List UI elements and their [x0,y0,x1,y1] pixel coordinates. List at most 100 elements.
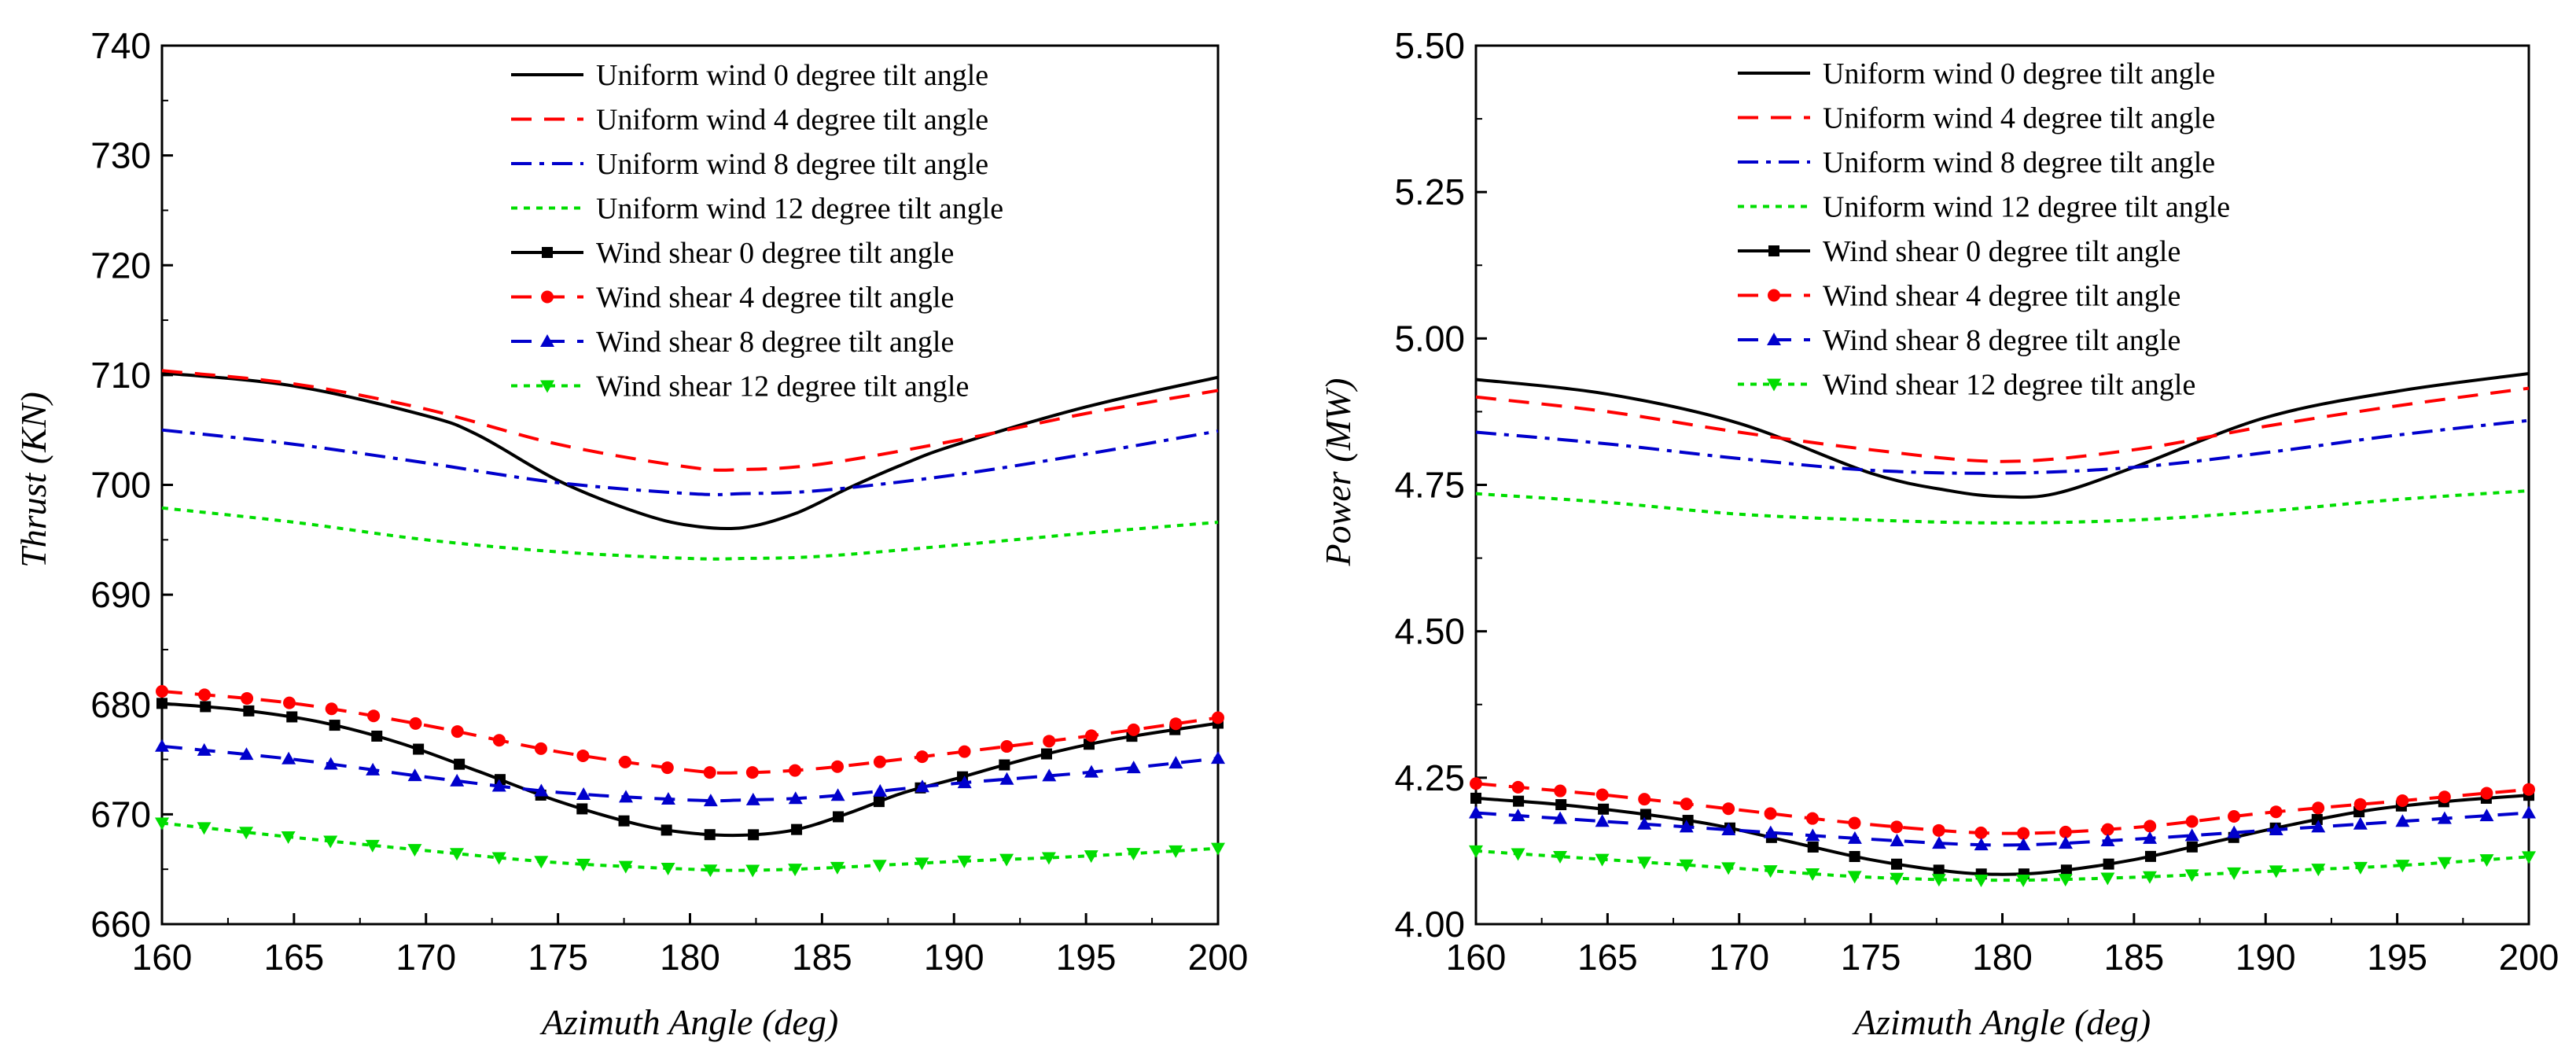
legend-label: Wind shear 4 degree tilt angle [596,282,954,315]
series-marker [661,863,675,876]
legend-label: Uniform wind 0 degree tilt angle [1823,57,2215,90]
series-marker [2312,801,2325,815]
series-marker [1084,729,1098,742]
series-marker [156,684,168,698]
series-marker [873,755,886,768]
y-tick-label: 680 [90,684,151,725]
y-tick-label: 660 [90,904,151,945]
series-marker [873,783,888,797]
series-line [1475,488,2530,525]
y-tick-label: 700 [90,465,151,506]
series-marker [1932,836,1947,849]
series-marker [155,817,169,831]
legend-item: Wind shear 0 degree tilt angle [511,237,954,270]
series-marker [1212,711,1224,724]
legend-label: Uniform wind 12 degree tilt angle [1823,191,2230,224]
series-marker [745,766,759,779]
series-uniform-wind-4-degree-tilt-angle [161,369,1219,472]
legend-marker [1768,289,1780,302]
series-marker [413,743,425,755]
series-wind-shear-4-degree-tilt-angle [1470,777,2535,840]
series-marker [999,772,1014,785]
legend-item: Uniform wind 8 degree tilt angle [1738,146,2215,179]
series-marker [1469,805,1483,819]
series-marker [2523,783,2535,796]
x-tick-label: 175 [1841,937,1901,978]
y-tick-label: 5.00 [1394,318,1465,359]
series-marker [2522,851,2536,864]
series-marker [329,720,340,731]
x-tick-label: 160 [1446,937,1507,978]
series-marker [286,711,298,723]
series-line [161,369,1219,472]
series-wind-shear-12-degree-tilt-angle [155,817,1225,878]
legend-label: Wind shear 0 degree tilt angle [1823,235,2180,268]
series-marker [833,811,845,823]
series-marker [239,827,254,840]
series-marker [1847,871,1862,884]
series-uniform-wind-8-degree-tilt-angle [1475,418,2530,475]
series-marker [1470,777,1482,790]
series-marker [619,755,632,768]
series-uniform-wind-8-degree-tilt-angle [161,428,1219,496]
series-marker [1764,807,1777,820]
series-marker [1933,864,1945,876]
series-marker [873,796,885,808]
y-tick-label: 720 [90,245,151,286]
series-marker [2100,833,2115,846]
series-line [1475,811,2530,847]
series-marker [200,701,212,713]
series-marker [576,858,591,871]
series-marker [1847,831,1862,844]
legend-marker [540,380,554,393]
legend-marker [1767,378,1781,392]
series-line [161,744,1219,803]
legend-item: Wind shear 0 degree tilt angle [1738,235,2180,268]
series-marker [2353,816,2368,830]
series-marker [454,758,466,770]
series-marker [1084,850,1098,864]
legend-item: Uniform wind 0 degree tilt angle [511,59,988,92]
series-marker [1555,799,1567,811]
series-marker [661,761,674,775]
series-marker [282,751,296,764]
series-wind-shear-4-degree-tilt-angle [156,684,1224,779]
series-marker [914,779,929,793]
series-marker [1511,848,1525,861]
series-line [1475,386,2530,463]
series-marker [1553,811,1568,824]
series-line [161,506,1219,561]
series-marker [491,779,506,792]
series-marker [1126,848,1141,861]
series-wind-shear-8-degree-tilt-angle [1469,805,2536,851]
series-marker [155,739,169,752]
series-marker [1469,845,1483,858]
series-marker [2269,805,2283,819]
x-tick-label: 185 [792,937,852,978]
series-marker [2058,874,2073,887]
legend-label: Uniform wind 8 degree tilt angle [596,148,988,181]
series-marker [1932,823,1945,837]
series-marker [491,852,506,865]
x-tick-label: 170 [1709,937,1769,978]
series-marker [1040,748,1052,760]
series-marker [872,860,887,873]
legend-label: Uniform wind 8 degree tilt angle [1823,146,2215,179]
series-marker [450,848,465,861]
series-marker [2438,790,2451,804]
legend-marker [1767,333,1781,345]
series-marker [492,734,506,747]
series-marker [1721,822,1736,835]
series-marker [1763,825,1778,838]
series-line [1475,372,2530,499]
series-marker [2060,864,2072,876]
series-marker [618,815,630,827]
legend-label: Wind shear 12 degree tilt angle [596,370,969,403]
series-marker [1511,780,1525,794]
series-marker [2144,850,2156,862]
series-wind-shear-12-degree-tilt-angle [1469,845,2536,888]
series-marker [2479,854,2494,868]
legend-marker [540,334,554,347]
series-marker [1639,809,1651,820]
series-marker [1931,874,1946,887]
